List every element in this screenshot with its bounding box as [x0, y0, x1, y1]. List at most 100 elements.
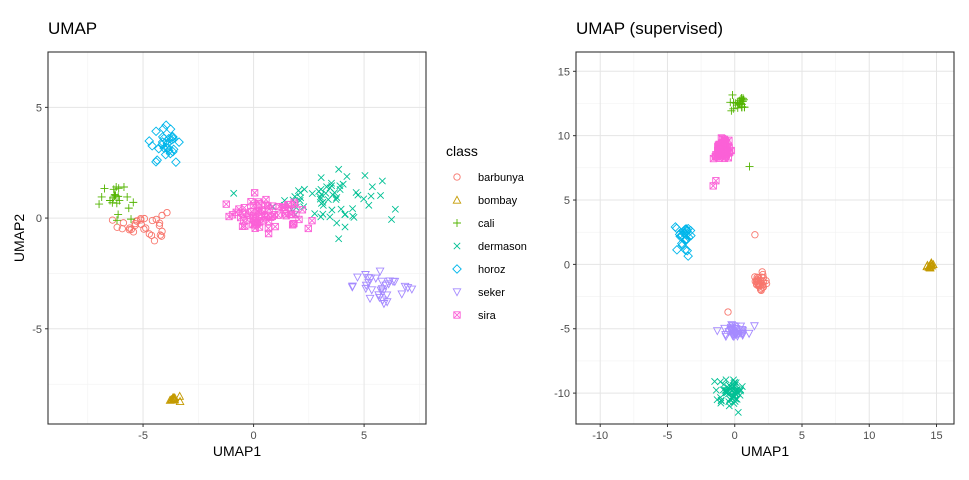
legend-item-barbunya: barbunya: [453, 172, 525, 184]
point-barbunya: [755, 273, 763, 282]
point-dermason: [230, 189, 238, 197]
point-cali: [100, 184, 109, 193]
legend-item-bombay: bombay: [452, 195, 518, 207]
x-ticks-umap: -5 0 5: [138, 424, 367, 442]
point-dermason: [717, 396, 725, 404]
point-horoz: [163, 143, 174, 153]
point-horoz: [165, 124, 176, 135]
point-barbunya: [158, 211, 166, 220]
point-dermason: [319, 210, 327, 218]
point-sira: [298, 206, 307, 214]
point-cali: [727, 106, 736, 115]
point-dermason: [728, 387, 736, 395]
point-seker: [375, 267, 385, 276]
point-dermason: [311, 210, 319, 218]
point-horoz: [168, 144, 179, 155]
point-cali: [97, 192, 106, 201]
point-bombay: [926, 258, 936, 268]
point-seker: [384, 280, 394, 289]
point-dermason: [341, 211, 349, 219]
point-sira: [258, 206, 266, 214]
point-cali: [127, 215, 136, 224]
point-barbunya: [758, 268, 766, 276]
point-seker: [376, 286, 386, 295]
point-sira: [304, 224, 312, 233]
legend-label: horoz: [478, 264, 506, 276]
point-sira: [264, 202, 272, 210]
point-dermason: [717, 399, 725, 407]
point-dermason: [388, 216, 396, 224]
point-dermason: [316, 193, 324, 201]
y-tick-label: 10: [558, 131, 570, 143]
point-horoz: [676, 238, 687, 249]
point-seker: [400, 282, 410, 292]
legend-title: class: [446, 143, 478, 159]
y-ticks-umap: -5 0 5: [32, 102, 48, 336]
point-seker: [377, 277, 387, 287]
point-dermason: [339, 180, 347, 188]
point-barbunya: [142, 224, 150, 232]
point-barbunya: [145, 230, 153, 238]
point-cali: [108, 198, 117, 207]
x-tick-label: 0: [251, 430, 257, 442]
point-barbunya: [762, 279, 771, 288]
y-tick-label: -5: [560, 324, 570, 336]
gridlines-umap: [48, 52, 426, 424]
point-cali: [731, 99, 740, 108]
point-dermason: [717, 397, 725, 405]
plot-background-umap: [48, 52, 426, 424]
y-axis-title-umap: UMAP2: [11, 214, 27, 262]
point-barbunya: [158, 227, 166, 235]
legend: class barbunya bombay cali dermason horoz sek…: [446, 143, 527, 322]
point-cali: [737, 103, 746, 112]
x-tick-label: 15: [930, 430, 942, 442]
point-dermason: [333, 219, 341, 227]
point-barbunya: [129, 228, 138, 236]
point-dermason: [317, 174, 325, 182]
point-bombay: [170, 395, 180, 404]
point-seker: [367, 286, 377, 295]
point-dermason: [326, 184, 334, 192]
legend-item-dermason: dermason: [453, 241, 527, 253]
point-seker: [750, 322, 759, 331]
point-horoz: [676, 231, 687, 241]
legend-key-cali: [453, 219, 461, 227]
point-horoz: [683, 251, 693, 261]
point-dermason: [391, 205, 399, 213]
point-barbunya: [755, 281, 763, 289]
legend-label: dermason: [478, 241, 527, 253]
point-sira: [288, 221, 297, 229]
point-horoz: [174, 137, 184, 147]
y-tick-label: -10: [554, 388, 570, 400]
point-seker: [347, 283, 357, 292]
point-dermason: [378, 177, 386, 185]
point-dermason: [319, 201, 327, 209]
plot-border-umap: [47, 51, 427, 425]
x-tick-label: -5: [138, 430, 148, 442]
legend-key-dermason: [453, 242, 461, 250]
point-dermason: [308, 189, 316, 197]
point-horoz: [161, 136, 172, 146]
legend-item-sira: sira: [453, 310, 497, 322]
point-dermason: [732, 379, 740, 387]
y-ticks-umap-supervised: -10 -5 0 5 10 15: [554, 66, 576, 400]
point-dermason: [368, 183, 376, 191]
point-bombay: [170, 392, 180, 402]
point-dermason: [328, 206, 336, 214]
point-cali: [736, 94, 745, 103]
point-barbunya: [150, 237, 159, 245]
y-tick-label: 15: [558, 66, 570, 78]
legend-item-horoz: horoz: [452, 264, 506, 276]
point-seker: [724, 328, 734, 337]
point-barbunya: [148, 216, 157, 225]
point-dermason: [335, 235, 343, 243]
point-dermason: [736, 387, 744, 395]
point-dermason: [300, 185, 308, 193]
panel-umap: UMAP -5 0 5 -5 0 5 UMAP1 UMAP2: [11, 19, 427, 459]
point-dermason: [365, 201, 373, 209]
points-umap: [95, 120, 417, 405]
legend-item-seker: seker: [452, 287, 505, 299]
point-dermason: [711, 377, 719, 385]
points-umap-supervised: [670, 90, 938, 416]
